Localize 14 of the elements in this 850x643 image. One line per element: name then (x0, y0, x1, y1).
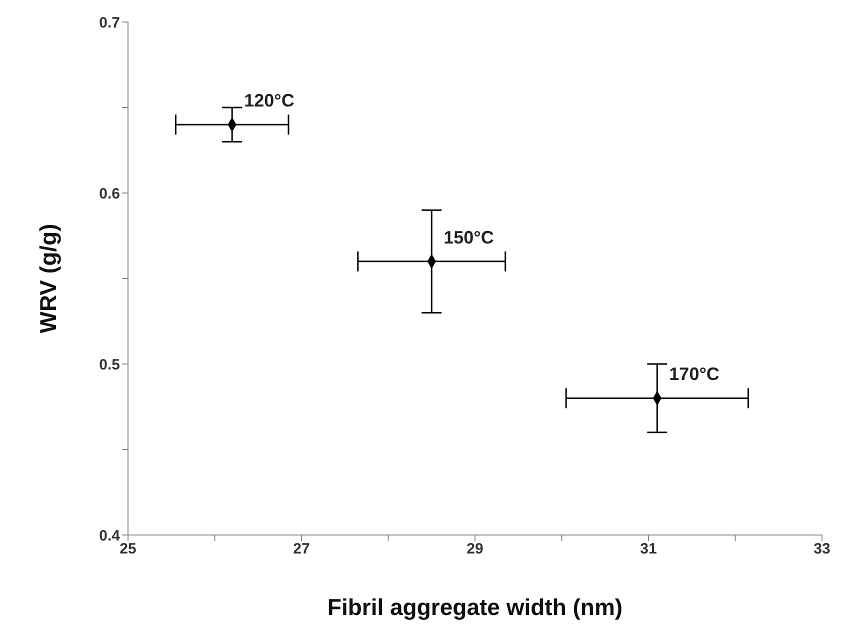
x-axis-title: Fibril aggregate width (nm) (327, 594, 623, 620)
x-tick-label: 27 (293, 540, 310, 558)
annotation: 150°C (444, 227, 494, 248)
y-axis-title: WRV (g/g) (35, 224, 62, 334)
annotation: 170°C (669, 364, 720, 384)
x-tick-label: 25 (120, 540, 136, 558)
annotation: 120°C (244, 90, 294, 111)
y-tick-label: 0.5 (99, 356, 120, 374)
y-tick-label: 0.6 (99, 185, 120, 202)
y-tick-label: 0.4 (99, 527, 121, 544)
x-tick-label: 33 (814, 540, 830, 558)
x-tick-label: 29 (466, 540, 484, 558)
y-tick-label: 0.7 (99, 14, 120, 32)
x-tick-label: 31 (640, 540, 657, 558)
